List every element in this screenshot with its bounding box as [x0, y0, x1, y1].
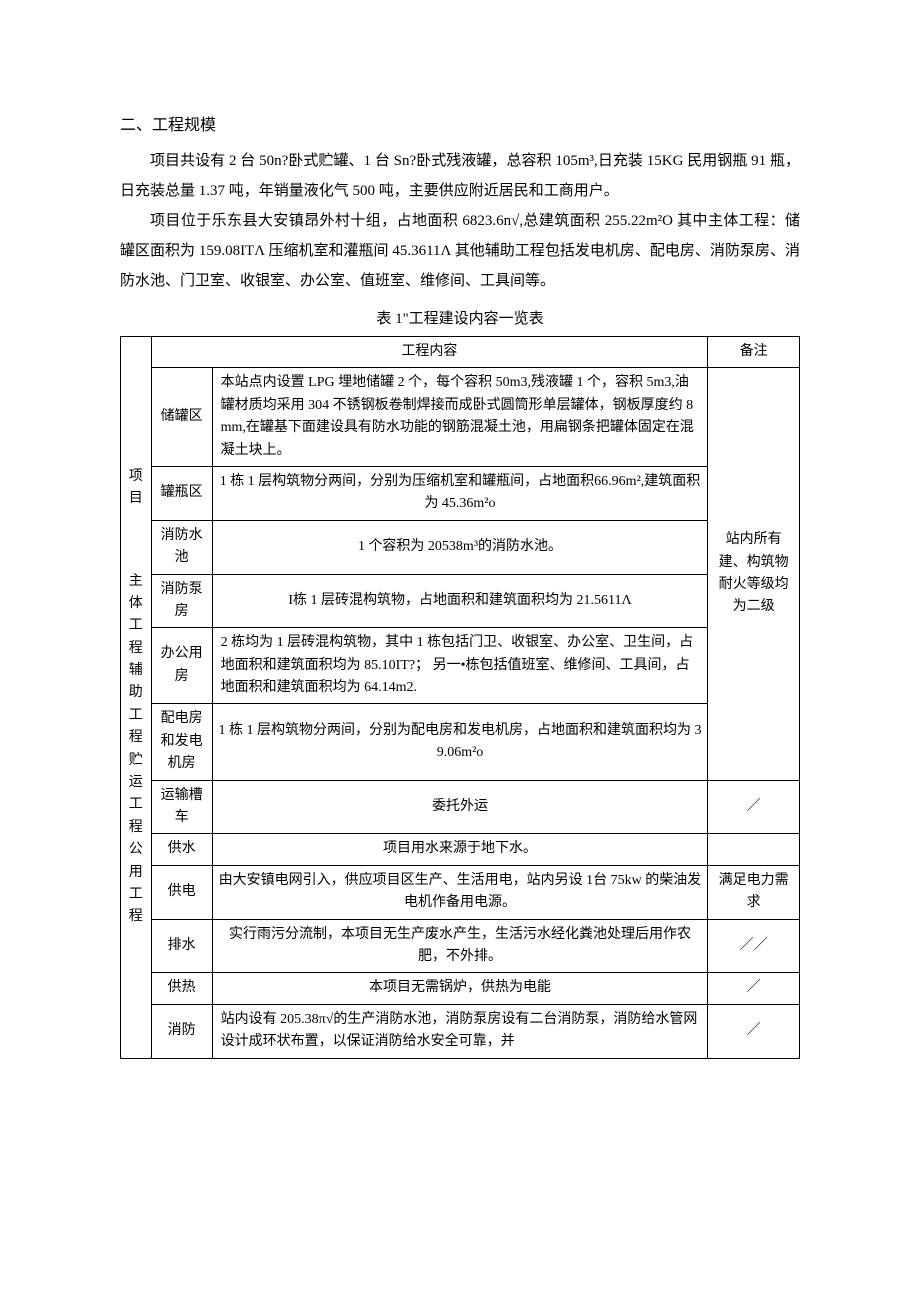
row-content: 由大安镇电网引入，供应项目区生产、生活用电，站内另设 1台 75kw 的柴油发电…	[212, 865, 708, 919]
document-page: 二、工程规模 项目共设有 2 台 50n?卧式贮罐、1 台 Sn?卧式残液罐，总…	[0, 0, 920, 1159]
row-label: 消防泵房	[151, 574, 212, 628]
row-label: 供水	[151, 834, 212, 865]
header-remark: 备注	[708, 337, 800, 368]
row-remark: ／／	[708, 919, 800, 973]
row-remark: ／	[708, 1004, 800, 1058]
table-row: 消防泵房 I栋 1 层砖混构筑物，占地面积和建筑面积均为 21.5611Λ	[121, 574, 800, 628]
row-remark: 满足电力需求	[708, 865, 800, 919]
vcat-text-2: 主体工程辅助工程贮运工程公用工程	[125, 571, 147, 929]
table-row: 储罐区 本站点内设置 LPG 埋地储罐 2 个，每个容积 50m3,残液罐 1 …	[121, 368, 800, 467]
table-header-row: 项目 主体工程辅助工程贮运工程公用工程 工程内容 备注	[121, 337, 800, 368]
row-remark: ／	[708, 973, 800, 1004]
row-content: 2 栋均为 1 层砖混构筑物，其中 1 栋包括门卫、收银室、办公室、卫生间，占地…	[212, 628, 708, 704]
remark-merged: 站内所有建、构筑物耐火等级均为二级	[708, 368, 800, 780]
header-content: 工程内容	[151, 337, 708, 368]
table-row: 消防水池 1 个容积为 20538m³的消防水池。	[121, 520, 800, 574]
table-row: 供热 本项目无需锅炉，供热为电能 ／	[121, 973, 800, 1004]
row-label: 供电	[151, 865, 212, 919]
row-label: 运输槽车	[151, 780, 212, 834]
row-content: 项目用水来源于地下水。	[212, 834, 708, 865]
paragraph-2: 项目位于乐东县大安镇昂外村十组，占地面积 6823.6n√,总建筑面积 255.…	[120, 206, 800, 296]
table-row: 供电 由大安镇电网引入，供应项目区生产、生活用电，站内另设 1台 75kw 的柴…	[121, 865, 800, 919]
row-remark	[708, 834, 800, 865]
row-content: I栋 1 层砖混构筑物，占地面积和建筑面积均为 21.5611Λ	[212, 574, 708, 628]
row-content: 1 栋 1 层构筑物分两间，分别为压缩机室和罐瓶间，占地面积66.96m²,建筑…	[212, 466, 708, 520]
table-row: 办公用房 2 栋均为 1 层砖混构筑物，其中 1 栋包括门卫、收银室、办公室、卫…	[121, 628, 800, 704]
row-content: 实行雨污分流制，本项目无生产废水产生，生活污水经化粪池处理后用作农肥，不外排。	[212, 919, 708, 973]
section-heading: 二、工程规模	[120, 110, 800, 142]
paragraph-1: 项目共设有 2 台 50n?卧式贮罐、1 台 Sn?卧式残液罐，总容积 105m…	[120, 146, 800, 206]
table-row: 供水 项目用水来源于地下水。	[121, 834, 800, 865]
row-content: 1 个容积为 20538m³的消防水池。	[212, 520, 708, 574]
vcat-text-1: 项目	[125, 466, 147, 511]
row-label: 配电房和发电机房	[151, 704, 212, 780]
row-label: 排水	[151, 919, 212, 973]
row-content: 本项目无需锅炉，供热为电能	[212, 973, 708, 1004]
row-label: 供热	[151, 973, 212, 1004]
row-label: 罐瓶区	[151, 466, 212, 520]
table-row: 罐瓶区 1 栋 1 层构筑物分两间，分别为压缩机室和罐瓶间，占地面积66.96m…	[121, 466, 800, 520]
row-label: 消防水池	[151, 520, 212, 574]
table-row: 运输槽车 委托外运 ／	[121, 780, 800, 834]
row-content: 1 栋 1 层构筑物分两间，分别为配电房和发电机房，占地面积和建筑面积均为 39…	[212, 704, 708, 780]
row-content: 委托外运	[212, 780, 708, 834]
table-caption: 表 1"工程建设内容一览表	[120, 304, 800, 334]
row-label: 消防	[151, 1004, 212, 1058]
row-content: 本站点内设置 LPG 埋地储罐 2 个，每个容积 50m3,残液罐 1 个，容积…	[212, 368, 708, 467]
table-row: 配电房和发电机房 1 栋 1 层构筑物分两间，分别为配电房和发电机房，占地面积和…	[121, 704, 800, 780]
row-content: 站内设有 205.38π√的生产消防水池，消防泵房设有二台消防泵，消防给水管网设…	[212, 1004, 708, 1058]
table-row: 排水 实行雨污分流制，本项目无生产废水产生，生活污水经化粪池处理后用作农肥，不外…	[121, 919, 800, 973]
row-remark: ／	[708, 780, 800, 834]
vertical-category-project: 项目 主体工程辅助工程贮运工程公用工程	[121, 337, 152, 1059]
table-row: 消防 站内设有 205.38π√的生产消防水池，消防泵房设有二台消防泵，消防给水…	[121, 1004, 800, 1058]
row-label: 储罐区	[151, 368, 212, 467]
row-label: 办公用房	[151, 628, 212, 704]
construction-content-table: 项目 主体工程辅助工程贮运工程公用工程 工程内容 备注 储罐区 本站点内设置 L…	[120, 336, 800, 1059]
